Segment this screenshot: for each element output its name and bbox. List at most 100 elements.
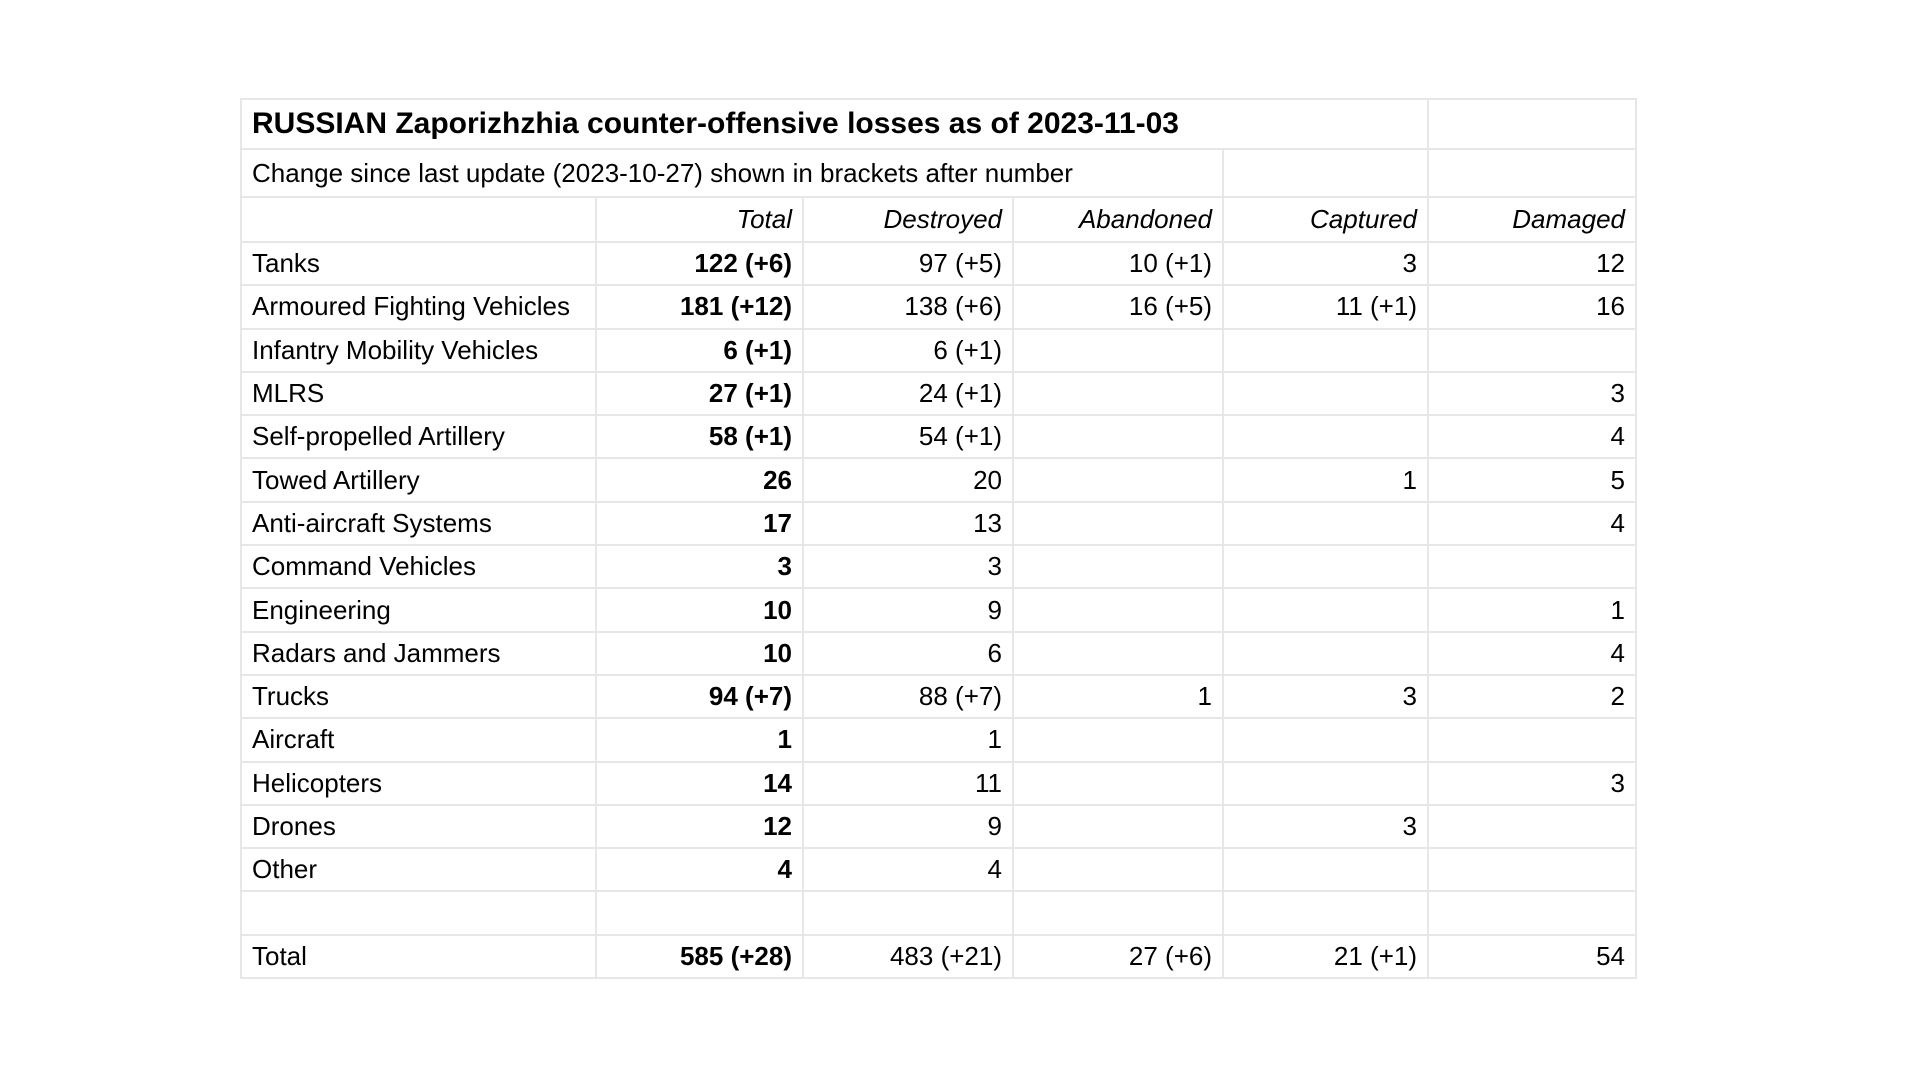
table-row: Command Vehicles 3 3 xyxy=(240,544,1637,590)
row-label-cell: Radars and Jammers xyxy=(240,630,597,676)
row-label-cell: Anti-aircraft Systems xyxy=(240,500,597,547)
damaged-cell xyxy=(1427,847,1637,893)
total-cell xyxy=(595,890,804,936)
destroyed-cell: 54 (+1) xyxy=(802,414,1014,460)
destroyed-cell: 4 xyxy=(802,847,1014,893)
captured-cell xyxy=(1222,760,1429,806)
captured-cell xyxy=(1222,587,1429,633)
destroyed-cell: 3 xyxy=(802,544,1014,590)
captured-cell xyxy=(1222,544,1429,590)
table-row xyxy=(240,890,1637,936)
column-header-blank xyxy=(240,196,597,243)
damaged-cell: 3 xyxy=(1427,760,1637,806)
captured-cell: 3 xyxy=(1222,240,1429,287)
abandoned-cell: 16 (+5) xyxy=(1012,284,1224,330)
empty-cell xyxy=(1427,98,1637,150)
row-label-cell: MLRS xyxy=(240,370,597,417)
destroyed-cell: 138 (+6) xyxy=(802,284,1014,330)
total-cell: 585 (+28) xyxy=(595,933,804,980)
abandoned-cell: 10 (+1) xyxy=(1012,240,1224,287)
captured-cell: 3 xyxy=(1222,673,1429,720)
abandoned-cell: 1 xyxy=(1012,673,1224,720)
row-label-cell: Self-propelled Artillery xyxy=(240,414,597,460)
captured-cell xyxy=(1222,630,1429,676)
table-row: Armoured Fighting Vehicles 181 (+12) 138 (… xyxy=(240,284,1637,330)
captured-cell xyxy=(1222,890,1429,936)
destroyed-cell: 88 (+7) xyxy=(802,673,1014,720)
column-header-captured: Captured xyxy=(1222,196,1429,243)
abandoned-cell xyxy=(1012,890,1224,936)
row-label-cell: Drones xyxy=(240,803,597,850)
table-row: Total 585 (+28) 483 (+21) 27 (+6) 21 (+1) 54 xyxy=(240,933,1637,980)
abandoned-cell xyxy=(1012,457,1224,503)
column-header-damaged: Damaged xyxy=(1427,196,1637,243)
captured-cell xyxy=(1222,370,1429,417)
table-row: Tanks 122 (+6) 97 (+5) 10 (+1) 3 12 xyxy=(240,240,1637,287)
total-cell: 1 xyxy=(595,717,804,763)
total-cell: 14 xyxy=(595,760,804,806)
destroyed-cell: 9 xyxy=(802,587,1014,633)
destroyed-cell: 6 (+1) xyxy=(802,327,1014,373)
title-row: RUSSIAN Zaporizhzhia counter-offensive l… xyxy=(240,98,1637,150)
column-header-total: Total xyxy=(595,196,804,243)
total-cell: 10 xyxy=(595,630,804,676)
table-row: Self-propelled Artillery 58 (+1) 54 (+1) 4 xyxy=(240,414,1637,460)
total-cell: 3 xyxy=(595,544,804,590)
row-label-cell: Other xyxy=(240,847,597,893)
abandoned-cell xyxy=(1012,803,1224,850)
table-title: RUSSIAN Zaporizhzhia counter-offensive l… xyxy=(240,98,1429,150)
empty-cell xyxy=(1427,148,1637,198)
column-header-abandoned: Abandoned xyxy=(1012,196,1224,243)
abandoned-cell xyxy=(1012,630,1224,676)
damaged-cell xyxy=(1427,717,1637,763)
total-cell: 58 (+1) xyxy=(595,414,804,460)
row-label-cell: Trucks xyxy=(240,673,597,720)
row-label-cell xyxy=(240,890,597,936)
total-cell: 27 (+1) xyxy=(595,370,804,417)
destroyed-cell: 24 (+1) xyxy=(802,370,1014,417)
captured-cell xyxy=(1222,500,1429,547)
captured-cell: 11 (+1) xyxy=(1222,284,1429,330)
abandoned-cell xyxy=(1012,370,1224,417)
total-cell: 122 (+6) xyxy=(595,240,804,287)
total-cell: 4 xyxy=(595,847,804,893)
captured-cell xyxy=(1222,414,1429,460)
row-label-cell: Armoured Fighting Vehicles xyxy=(240,284,597,330)
total-cell: 12 xyxy=(595,803,804,850)
table-row: Trucks 94 (+7) 88 (+7) 1 3 2 xyxy=(240,673,1637,720)
captured-cell: 3 xyxy=(1222,803,1429,850)
destroyed-cell: 20 xyxy=(802,457,1014,503)
total-cell: 181 (+12) xyxy=(595,284,804,330)
damaged-cell: 4 xyxy=(1427,500,1637,547)
abandoned-cell xyxy=(1012,587,1224,633)
table-row: Aircraft 1 1 xyxy=(240,717,1637,763)
table-row: Anti-aircraft Systems 17 13 4 xyxy=(240,500,1637,547)
table-subtitle: Change since last update (2023-10-27) sh… xyxy=(240,148,1224,198)
abandoned-cell xyxy=(1012,414,1224,460)
captured-cell xyxy=(1222,717,1429,763)
row-label-cell: Aircraft xyxy=(240,717,597,763)
damaged-cell: 54 xyxy=(1427,933,1637,980)
table-row: MLRS 27 (+1) 24 (+1) 3 xyxy=(240,370,1637,417)
total-cell: 10 xyxy=(595,587,804,633)
abandoned-cell: 27 (+6) xyxy=(1012,933,1224,980)
table-row: Engineering 10 9 1 xyxy=(240,587,1637,633)
abandoned-cell xyxy=(1012,847,1224,893)
damaged-cell xyxy=(1427,544,1637,590)
destroyed-cell: 97 (+5) xyxy=(802,240,1014,287)
abandoned-cell xyxy=(1012,717,1224,763)
destroyed-cell: 6 xyxy=(802,630,1014,676)
table-row: Drones 12 9 3 xyxy=(240,803,1637,850)
row-label-cell: Engineering xyxy=(240,587,597,633)
row-label-cell: Command Vehicles xyxy=(240,544,597,590)
abandoned-cell xyxy=(1012,500,1224,547)
damaged-cell: 2 xyxy=(1427,673,1637,720)
total-cell: 17 xyxy=(595,500,804,547)
table-row: Towed Artillery 26 20 1 5 xyxy=(240,457,1637,503)
total-cell: 6 (+1) xyxy=(595,327,804,373)
row-label-cell: Helicopters xyxy=(240,760,597,806)
damaged-cell xyxy=(1427,803,1637,850)
abandoned-cell xyxy=(1012,327,1224,373)
abandoned-cell xyxy=(1012,544,1224,590)
row-label-cell: Infantry Mobility Vehicles xyxy=(240,327,597,373)
